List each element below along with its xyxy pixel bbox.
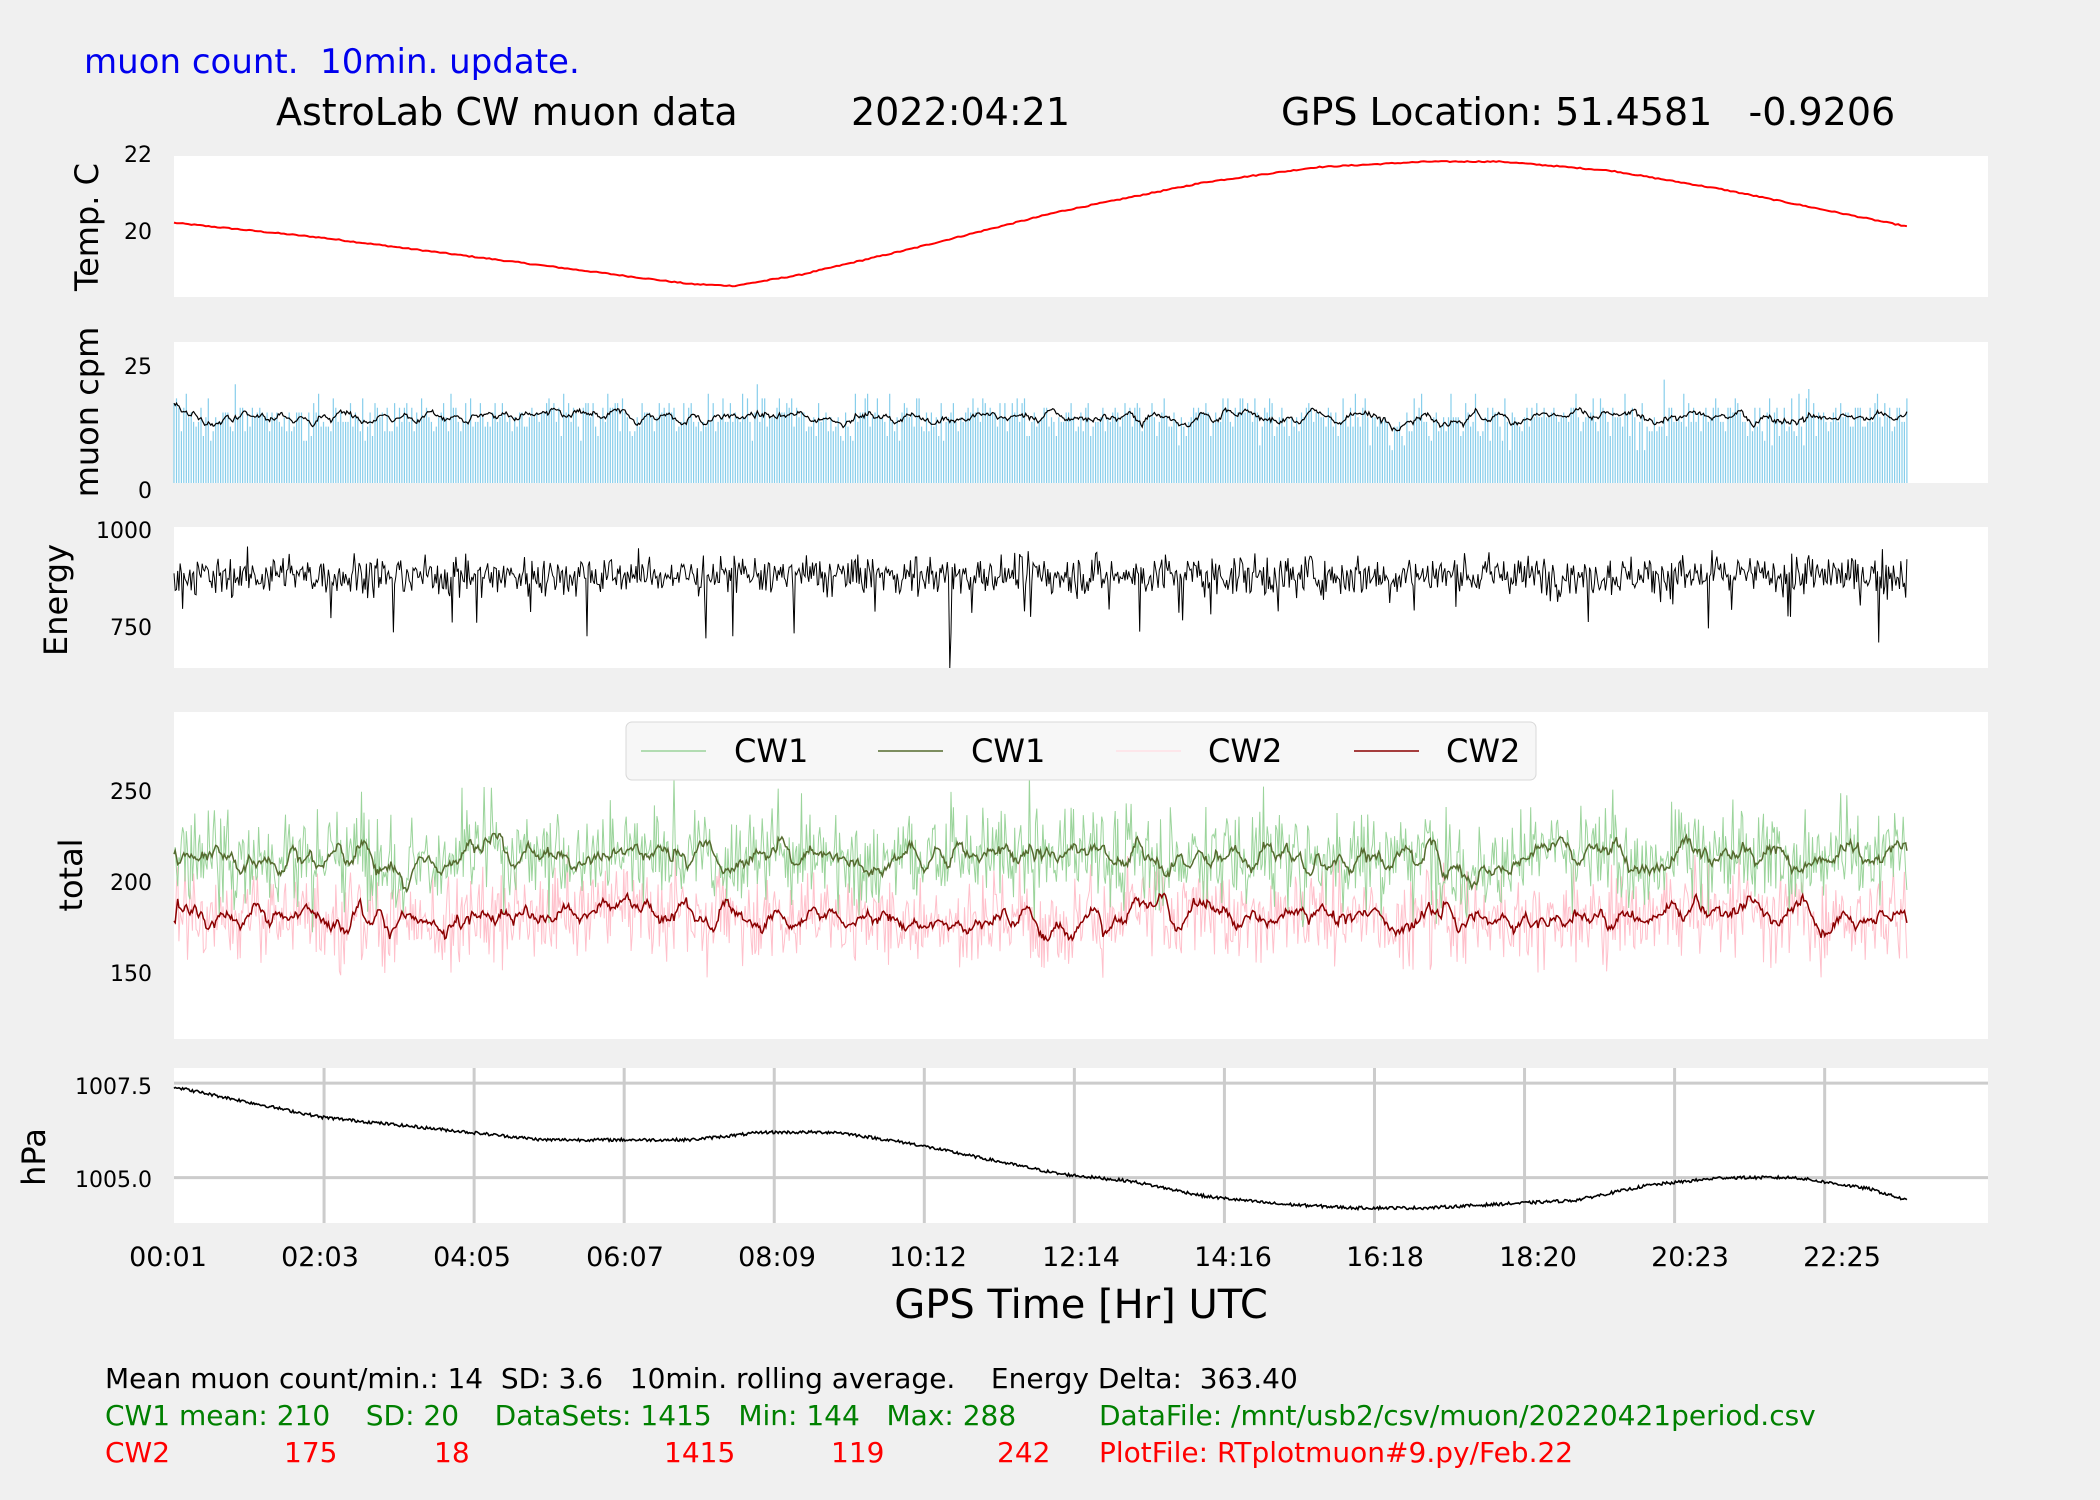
temp-ytick: 22 bbox=[124, 143, 152, 168]
energy-panel bbox=[174, 527, 1988, 668]
footer-cw2-datasets: 1415 bbox=[664, 1436, 736, 1469]
total-ytick: 250 bbox=[110, 780, 152, 805]
energy-line bbox=[173, 546, 1908, 669]
cpm-ylabel: muon cpm bbox=[68, 327, 106, 498]
legend-label-cw1: CW1 bbox=[971, 732, 1045, 770]
pressure-ylabel: hPa bbox=[15, 1128, 53, 1186]
cw1-raw-line bbox=[173, 773, 1908, 933]
x-tick: 00:01 bbox=[129, 1242, 207, 1273]
energy-ytick: 750 bbox=[110, 616, 152, 641]
energy-ylabel: Energy bbox=[37, 544, 75, 656]
x-tick: 02:03 bbox=[281, 1242, 359, 1273]
footer-cw2-label: CW2 bbox=[105, 1436, 171, 1469]
footer-datafile: DataFile: /mnt/usb2/csv/muon/20220421per… bbox=[1099, 1399, 1816, 1432]
total-ytick: 150 bbox=[110, 962, 152, 987]
energy-ytick: 1000 bbox=[96, 519, 152, 544]
legend-label-cw2: CW2 bbox=[1208, 732, 1282, 770]
x-tick: 12:14 bbox=[1042, 1242, 1120, 1273]
legend-label-cw2: CW2 bbox=[1446, 732, 1520, 770]
x-tick: 20:23 bbox=[1651, 1242, 1729, 1273]
x-tick: 04:05 bbox=[433, 1242, 511, 1273]
x-tick: 08:09 bbox=[738, 1242, 816, 1273]
pressure-ytick: 1005.0 bbox=[75, 1168, 152, 1193]
cw2-rolling-line bbox=[173, 891, 1908, 942]
x-tick: 06:07 bbox=[586, 1242, 664, 1273]
x-tick: 18:20 bbox=[1499, 1242, 1577, 1273]
muon-charts: Temp. C muon cpm Energy total hPa 22 20 … bbox=[15, 143, 1988, 1328]
footer-cw2-min: 119 bbox=[831, 1436, 885, 1469]
footer-summary: Mean muon count/min.: 14 SD: 3.6 10min. … bbox=[105, 1362, 1298, 1395]
muon-cpm-rolling-line bbox=[173, 401, 1908, 432]
pressure-line bbox=[173, 1086, 1908, 1212]
footer-cw2-sd: 18 bbox=[434, 1436, 470, 1469]
cpm-ytick: 0 bbox=[138, 479, 152, 504]
gps-location: GPS Location: 51.4581 -0.9206 bbox=[1281, 90, 1896, 134]
data-marks bbox=[173, 160, 1908, 1212]
temp-ytick: 20 bbox=[124, 220, 152, 245]
muon-cpm-bars bbox=[173, 379, 1908, 483]
legend-box bbox=[625, 721, 1537, 781]
footer-cw2-mean: 175 bbox=[284, 1436, 338, 1469]
cpm-ytick: 25 bbox=[124, 355, 152, 380]
legend: CW1 CW1 CW2 CW2 bbox=[625, 721, 1537, 781]
chart-date: 2022:04:21 bbox=[851, 90, 1071, 134]
update-note: muon count. 10min. update. bbox=[84, 42, 580, 82]
footer-plotfile: PlotFile: RTplotmuon#9.py/Feb.22 bbox=[1099, 1436, 1574, 1469]
x-tick: 10:12 bbox=[889, 1242, 967, 1273]
x-tick: 14:16 bbox=[1194, 1242, 1272, 1273]
footer-cw1-stats: CW1 mean: 210 SD: 20 DataSets: 1415 Min:… bbox=[105, 1399, 1017, 1432]
x-tick: 16:18 bbox=[1346, 1242, 1424, 1273]
chart-title: AstroLab CW muon data bbox=[276, 90, 738, 134]
x-axis-label: GPS Time [Hr] UTC bbox=[894, 1282, 1268, 1328]
temp-ylabel: Temp. C bbox=[68, 163, 106, 292]
temperature-line bbox=[173, 160, 1908, 288]
total-ylabel: total bbox=[52, 838, 90, 911]
legend-label-cw1: CW1 bbox=[734, 732, 808, 770]
cw1-rolling-line bbox=[173, 832, 1908, 894]
temp-panel bbox=[174, 156, 1988, 297]
x-tick: 22:25 bbox=[1803, 1242, 1881, 1273]
pressure-panel bbox=[174, 1068, 1988, 1223]
footer-cw2-max: 242 bbox=[997, 1436, 1051, 1469]
pressure-ytick: 1007.5 bbox=[75, 1075, 152, 1100]
total-ytick: 200 bbox=[110, 871, 152, 896]
